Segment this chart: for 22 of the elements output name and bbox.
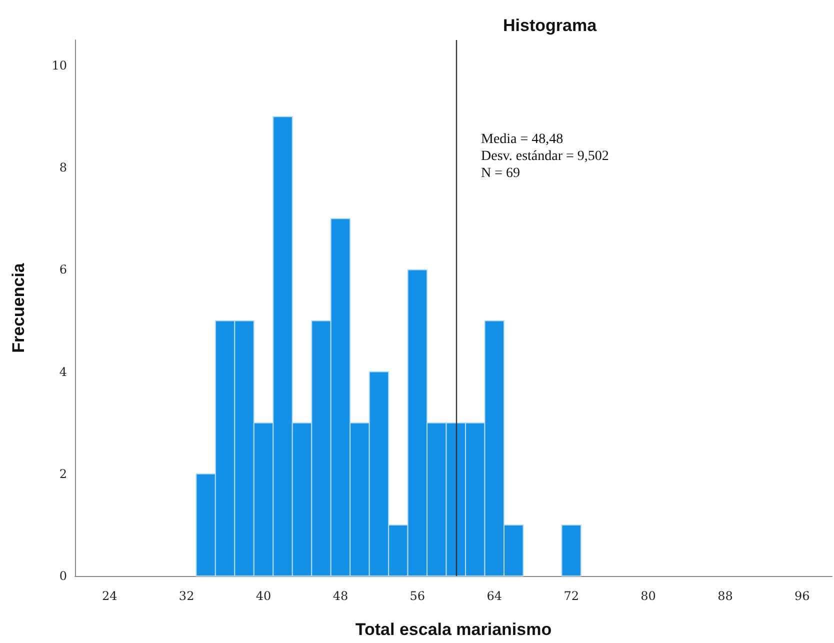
annotation: Media = 48,48	[481, 132, 564, 147]
x-axis-title: Total escala marianismo	[355, 620, 552, 639]
y-axis-title: Frecuencia	[9, 262, 28, 353]
y-tick-label: 4	[59, 364, 68, 379]
y-tick-label: 2	[59, 466, 67, 481]
x-tick-label: 48	[332, 589, 348, 603]
annotation: Desv. estándar = 9,502	[481, 149, 609, 164]
y-tick-label: 8	[59, 160, 67, 175]
y-tick-label: 10	[52, 58, 67, 73]
x-tick-label: 32	[178, 589, 194, 603]
x-tick-label: 24	[102, 589, 118, 603]
annotation: N = 69	[481, 166, 520, 181]
x-tick-label: 56	[410, 589, 426, 603]
chart-title: Histograma	[503, 16, 598, 35]
x-tick-label: 64	[486, 589, 502, 603]
x-tick-label: 80	[640, 589, 656, 603]
y-tick-label: 0	[59, 569, 67, 583]
x-tick-label: 40	[256, 589, 272, 603]
x-tick-label: 88	[718, 589, 733, 603]
x-tick-label: 72	[564, 589, 579, 603]
y-tick-label: 6	[59, 262, 67, 277]
x-tick-label: 96	[794, 589, 810, 603]
